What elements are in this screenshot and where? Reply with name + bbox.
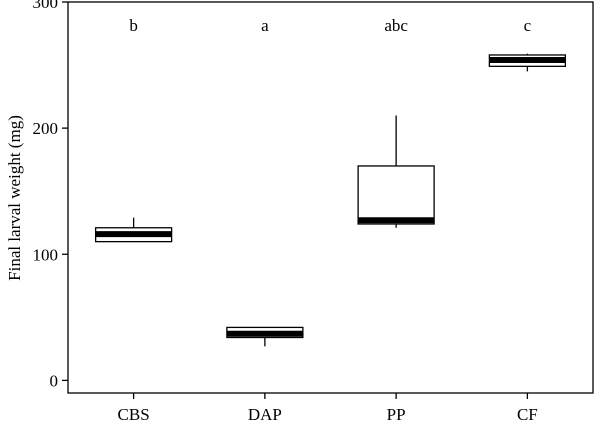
group-letters: b a abc c	[129, 16, 531, 35]
group-letter: abc	[384, 16, 408, 35]
boxes	[94, 53, 567, 347]
y-axis-title: Final larval weight (mg)	[5, 115, 24, 281]
x-category-label: PP	[387, 405, 406, 424]
y-tick-label: 0	[50, 371, 59, 390]
group-letter: a	[261, 16, 269, 35]
box-cbs	[94, 217, 173, 243]
y-tick-label: 100	[33, 245, 59, 264]
y-axis: 0 100 200 300	[33, 0, 68, 390]
x-category-label: CBS	[118, 405, 150, 424]
x-category-label: CF	[517, 405, 538, 424]
y-tick-label: 300	[33, 0, 59, 12]
y-tick-label: 200	[33, 119, 59, 138]
box-dap	[226, 326, 304, 347]
iqr-box	[357, 165, 435, 225]
x-category-label: DAP	[248, 405, 282, 424]
x-axis: CBS DAP PP CF	[118, 393, 538, 424]
box-pp	[357, 115, 435, 228]
box-cf	[488, 53, 567, 72]
group-letter: c	[524, 16, 532, 35]
group-letter: b	[129, 16, 138, 35]
plot-frame	[67, 1, 594, 394]
